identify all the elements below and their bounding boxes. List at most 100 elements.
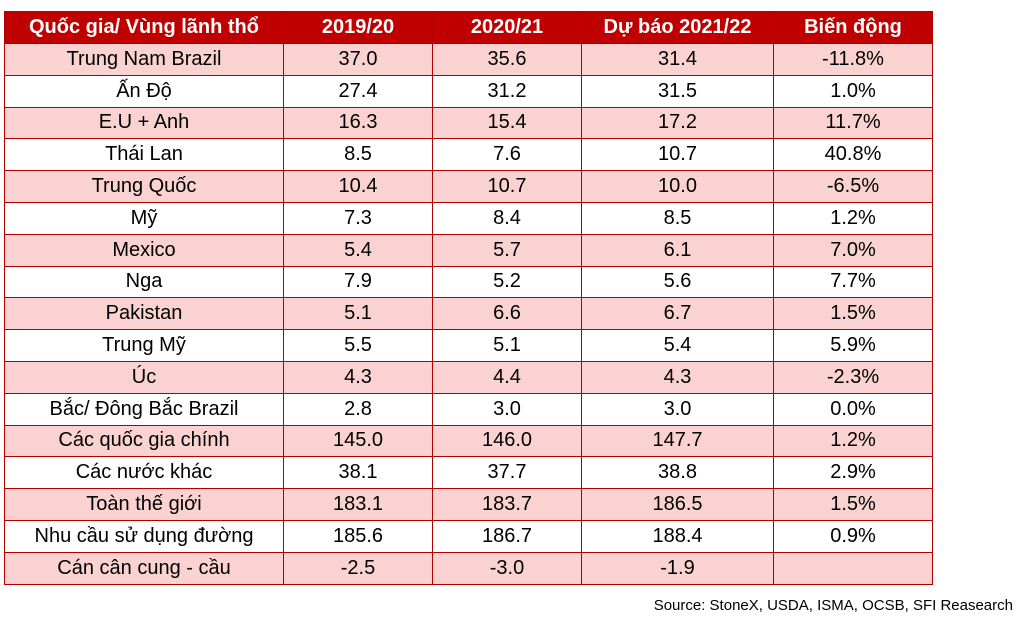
cell-change: 5.9% [773, 329, 933, 362]
header-country: Quốc gia/ Vùng lãnh thổ [4, 11, 284, 44]
cell-country: Úc [4, 360, 284, 394]
cell-change: -11.8% [773, 43, 933, 76]
cell-2020-21: 8.4 [432, 201, 582, 235]
cell-forecast-2021-22: 147.7 [581, 424, 774, 458]
table-row: Các quốc gia chính 145.0 146.0 147.7 1.2% [4, 424, 933, 458]
table-row: Nga 7.9 5.2 5.6 7.7% [4, 265, 933, 299]
cell-forecast-2021-22: 31.4 [581, 43, 774, 76]
cell-country: Mỹ [4, 201, 284, 235]
cell-forecast-2021-22: 6.1 [581, 233, 774, 267]
header-forecast-2021-22: Dự báo 2021/22 [581, 11, 774, 44]
cell-change: 7.0% [773, 233, 933, 267]
cell-change: 40.8% [773, 138, 933, 172]
table-row: Thái Lan 8.5 7.6 10.7 40.8% [4, 138, 933, 172]
sugar-data-table: Quốc gia/ Vùng lãnh thổ 2019/20 2020/21 … [4, 11, 933, 585]
cell-2020-21: 6.6 [432, 297, 582, 331]
cell-forecast-2021-22: 6.7 [581, 297, 774, 331]
cell-change: -6.5% [773, 170, 933, 203]
cell-change: -2.3% [773, 360, 933, 394]
cell-country: Trung Quốc [4, 170, 284, 203]
cell-2019-20: 7.9 [283, 265, 433, 299]
table-row: Pakistan 5.1 6.6 6.7 1.5% [4, 297, 933, 331]
cell-2019-20: 16.3 [283, 106, 433, 140]
cell-change: 0.9% [773, 519, 933, 553]
cell-country: Cán cân cung - cầu [4, 551, 284, 585]
cell-forecast-2021-22: 5.4 [581, 329, 774, 362]
cell-country: Nhu cầu sử dụng đường [4, 519, 284, 553]
table-body: Trung Nam Brazil 37.0 35.6 31.4 -11.8% Ấn Độ 2… [4, 43, 933, 585]
cell-change: 0.0% [773, 392, 933, 426]
cell-change: 2.9% [773, 456, 933, 490]
cell-2020-21: 37.7 [432, 456, 582, 490]
cell-forecast-2021-22: -1.9 [581, 551, 774, 585]
cell-country: Các quốc gia chính [4, 424, 284, 458]
cell-change: 7.7% [773, 265, 933, 299]
cell-forecast-2021-22: 5.6 [581, 265, 774, 299]
cell-2020-21: 3.0 [432, 392, 582, 426]
cell-2019-20: 38.1 [283, 456, 433, 490]
cell-change [773, 551, 933, 585]
table-header-row: Quốc gia/ Vùng lãnh thổ 2019/20 2020/21 … [4, 11, 933, 44]
cell-2020-21: 146.0 [432, 424, 582, 458]
cell-country: Ấn Độ [4, 74, 284, 108]
cell-forecast-2021-22: 4.3 [581, 360, 774, 394]
table-row: Nhu cầu sử dụng đường 185.6 186.7 188.4 0.9% [4, 519, 933, 553]
cell-2020-21: 5.7 [432, 233, 582, 267]
cell-2019-20: 4.3 [283, 360, 433, 394]
cell-change: 1.2% [773, 201, 933, 235]
cell-2019-20: 183.1 [283, 488, 433, 521]
table-row: Các nước khác 38.1 37.7 38.8 2.9% [4, 456, 933, 490]
header-change: Biến động [773, 11, 933, 44]
cell-change: 11.7% [773, 106, 933, 140]
cell-2019-20: 7.3 [283, 201, 433, 235]
cell-country: E.U + Anh [4, 106, 284, 140]
cell-forecast-2021-22: 3.0 [581, 392, 774, 426]
cell-forecast-2021-22: 188.4 [581, 519, 774, 553]
cell-2020-21: 183.7 [432, 488, 582, 521]
cell-country: Toàn thế giới [4, 488, 284, 521]
table-row: Cán cân cung - cầu -2.5 -3.0 -1.9 [4, 551, 933, 585]
cell-2019-20: 37.0 [283, 43, 433, 76]
cell-2020-21: 5.1 [432, 329, 582, 362]
header-2019-20: 2019/20 [283, 11, 433, 44]
cell-2020-21: 15.4 [432, 106, 582, 140]
cell-2019-20: 5.5 [283, 329, 433, 362]
cell-2020-21: 10.7 [432, 170, 582, 203]
cell-2019-20: 145.0 [283, 424, 433, 458]
cell-forecast-2021-22: 10.7 [581, 138, 774, 172]
cell-2020-21: 4.4 [432, 360, 582, 394]
cell-2020-21: 31.2 [432, 74, 582, 108]
table-row: Trung Quốc 10.4 10.7 10.0 -6.5% [4, 170, 933, 203]
table-row: Toàn thế giới 183.1 183.7 186.5 1.5% [4, 488, 933, 521]
cell-2019-20: 2.8 [283, 392, 433, 426]
table-row: Mỹ 7.3 8.4 8.5 1.2% [4, 201, 933, 235]
table-row: Trung Nam Brazil 37.0 35.6 31.4 -11.8% [4, 43, 933, 76]
cell-2019-20: 27.4 [283, 74, 433, 108]
cell-change: 1.5% [773, 488, 933, 521]
cell-country: Trung Nam Brazil [4, 43, 284, 76]
cell-2020-21: 35.6 [432, 43, 582, 76]
table-row: Mexico 5.4 5.7 6.1 7.0% [4, 233, 933, 267]
source-note: Source: StoneX, USDA, ISMA, OCSB, SFI Re… [653, 597, 1013, 614]
cell-2020-21: -3.0 [432, 551, 582, 585]
cell-forecast-2021-22: 186.5 [581, 488, 774, 521]
header-2020-21: 2020/21 [432, 11, 582, 44]
cell-change: 1.5% [773, 297, 933, 331]
cell-2019-20: -2.5 [283, 551, 433, 585]
cell-change: 1.0% [773, 74, 933, 108]
table-row: Ấn Độ 27.4 31.2 31.5 1.0% [4, 74, 933, 108]
cell-2019-20: 5.1 [283, 297, 433, 331]
cell-forecast-2021-22: 10.0 [581, 170, 774, 203]
cell-forecast-2021-22: 38.8 [581, 456, 774, 490]
cell-country: Trung Mỹ [4, 329, 284, 362]
cell-2019-20: 10.4 [283, 170, 433, 203]
cell-country: Pakistan [4, 297, 284, 331]
cell-country: Các nước khác [4, 456, 284, 490]
cell-country: Bắc/ Đông Bắc Brazil [4, 392, 284, 426]
cell-forecast-2021-22: 31.5 [581, 74, 774, 108]
table-row: E.U + Anh 16.3 15.4 17.2 11.7% [4, 106, 933, 140]
cell-country: Thái Lan [4, 138, 284, 172]
table-row: Úc 4.3 4.4 4.3 -2.3% [4, 360, 933, 394]
cell-forecast-2021-22: 8.5 [581, 201, 774, 235]
cell-2020-21: 7.6 [432, 138, 582, 172]
